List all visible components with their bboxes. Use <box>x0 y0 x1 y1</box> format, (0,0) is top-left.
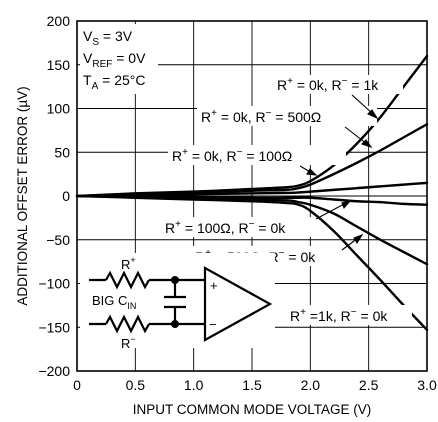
arrow-line-1k <box>351 94 374 115</box>
x-tick-label: 0.5 <box>126 377 146 393</box>
arrow-head-500 <box>360 139 373 149</box>
x-tick-label: 2.5 <box>359 377 379 393</box>
y-tick-label: −50 <box>46 232 70 248</box>
annotation-r0k-1k: R+ = 0k, R− = 1k <box>277 76 379 93</box>
series-line-3 <box>75 181 429 198</box>
arrow-line-r100 <box>315 202 347 220</box>
annotation-bg-4 <box>161 217 313 237</box>
y-tick-label: 200 <box>47 13 71 29</box>
node-bottom <box>171 320 179 328</box>
annotation-r100-0k: R+ = 100Ω, R− = 0k <box>165 219 286 236</box>
test-conditions: VS = 3V VREF = 0V TA = 25°C <box>80 24 158 94</box>
x-tick-label: 3.0 <box>417 377 437 393</box>
conditions-background <box>80 24 158 94</box>
annotation-bg-6 <box>286 305 412 325</box>
r-minus-label: R− <box>121 334 136 351</box>
y-axis-title: ADDITIONAL OFFSET ERROR (µV) <box>15 86 30 305</box>
annotation-r1k-0k: R+ =1k, R− = 0k <box>290 307 388 324</box>
y-tick-label: 50 <box>54 144 70 160</box>
y-tick-label: −200 <box>38 363 70 379</box>
annotation-arrows <box>299 94 379 251</box>
condition-ta: TA = 25°C <box>83 72 145 92</box>
x-tick-label: 0 <box>73 377 81 393</box>
cap-label: BIG CIN <box>92 293 136 311</box>
y-tick-label: −150 <box>38 319 70 335</box>
annotation-bg-1 <box>273 75 403 94</box>
resistor-r-plus <box>105 270 150 290</box>
arrow-line-500 <box>344 126 368 145</box>
x-tick-label: 1.5 <box>242 377 262 393</box>
x-tick-label: 2.0 <box>301 377 321 393</box>
plot-frame <box>76 20 428 372</box>
circuit-schematic: R+ R− BIG CIN + − <box>80 253 275 351</box>
series-line-5 <box>75 194 429 266</box>
condition-vs: VS = 3V <box>83 28 133 48</box>
schematic-background <box>80 253 275 348</box>
x-tick-label: 1.0 <box>184 377 204 393</box>
arrow-head-1k <box>367 109 379 120</box>
series-line-6 <box>75 194 429 332</box>
arrow-head-100 <box>306 168 318 176</box>
y-tick-label: 0 <box>62 188 70 204</box>
tick-labels: 0 0.5 1.0 1.5 2.0 2.5 3.0 200 150 100 50 0 −50 −100 −1… <box>38 13 436 393</box>
condition-vref: VREF = 0V <box>83 50 146 70</box>
y-tick-label: 100 <box>47 101 71 117</box>
op-amp-minus: − <box>209 317 217 332</box>
resistor-r-minus <box>105 314 150 334</box>
op-amp-triangle <box>203 266 273 342</box>
y-tick-label: 150 <box>47 57 71 73</box>
annotation-r0k-100: R+ = 0k, R− = 100Ω <box>172 147 292 164</box>
arrow-head-r100 <box>341 200 352 210</box>
annotation-bg-3 <box>168 145 346 165</box>
x-axis-title: INPUT COMMON MODE VOLTAGE (V) <box>133 402 372 417</box>
r-plus-label: R+ <box>121 255 136 272</box>
arrow-head-r500 <box>353 233 364 245</box>
y-tick-label: −100 <box>38 276 70 292</box>
op-amp-plus: + <box>210 278 218 293</box>
node-top <box>171 276 179 284</box>
annotation-bg-2 <box>197 106 377 126</box>
series-line-2 <box>75 123 429 198</box>
series-lines <box>75 54 429 332</box>
annotation-r0k-500: R+ = 0k, R− = 500Ω <box>201 108 321 125</box>
